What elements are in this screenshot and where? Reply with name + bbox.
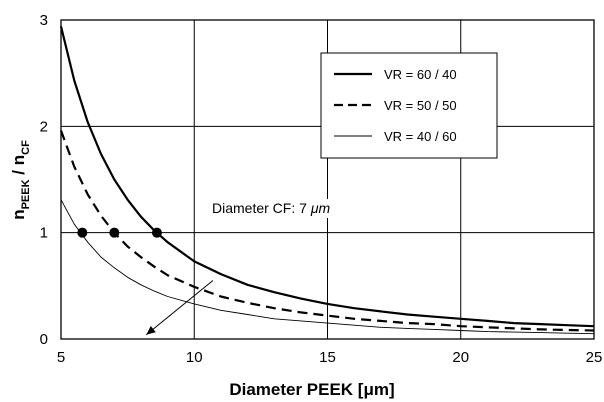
plot-frame: [60, 19, 595, 340]
annotation-arrowhead: [146, 325, 156, 335]
x-axis-label-end: ]: [389, 380, 395, 399]
series-line-1: [59, 26, 595, 328]
legend-label-series-2: VR = 50 / 50: [384, 98, 457, 113]
annotation-arrow: [145, 280, 214, 336]
x-tick-label-4: 25: [586, 349, 603, 366]
x-axis-label-main: Diameter PEEK [: [229, 380, 363, 399]
annotation-background: [208, 199, 358, 218]
crossing-marker-1: [77, 227, 88, 238]
annotation: Diameter CF: 7 μm: [145, 199, 358, 336]
x-tick-label-2: 15: [319, 349, 336, 366]
x-axis-label-unit: μm: [363, 380, 389, 399]
annotation-text: Diameter CF: 7 μm: [212, 200, 330, 216]
series-line-3: [60, 199, 595, 335]
y-tick-label-3: 3: [40, 12, 48, 29]
marker-layer: [77, 227, 162, 238]
crossing-marker-3: [151, 227, 162, 238]
y-tick-label-1: 1: [40, 225, 48, 242]
x-tick-label-1: 10: [186, 349, 203, 366]
annotation-text-unit: μm: [310, 200, 331, 216]
y-axis-label-sep: /: [9, 165, 28, 179]
legend: VR = 60 / 40 VR = 50 / 50 VR = 40 / 60: [320, 52, 498, 159]
annotation-text-main: Diameter CF: 7: [212, 200, 311, 216]
x-tick-label-0: 5: [57, 349, 65, 366]
legend-label-series-1: VR = 60 / 40: [384, 67, 457, 82]
y-axis-label: nPEEK / nCF: [9, 140, 32, 220]
x-tick-label-3: 20: [452, 349, 469, 366]
crossing-marker-2: [109, 227, 120, 238]
y-axis-label-sub2: CF: [20, 140, 32, 155]
legend-label-series-3: VR = 40 / 60: [384, 129, 457, 144]
y-tick-labels: 0 1 2 3: [40, 12, 48, 348]
legend-box: [320, 52, 498, 159]
y-tick-label-2: 2: [40, 118, 48, 135]
y-axis-label-n2: n: [9, 155, 28, 165]
y-axis-label-sub1: PEEK: [20, 179, 32, 209]
y-tick-label-0: 0: [40, 331, 48, 348]
x-axis-label: Diameter PEEK [μm]: [229, 380, 394, 399]
y-axis-label-n1: n: [9, 209, 28, 219]
x-tick-labels: 5 10 15 20 25: [57, 349, 603, 366]
